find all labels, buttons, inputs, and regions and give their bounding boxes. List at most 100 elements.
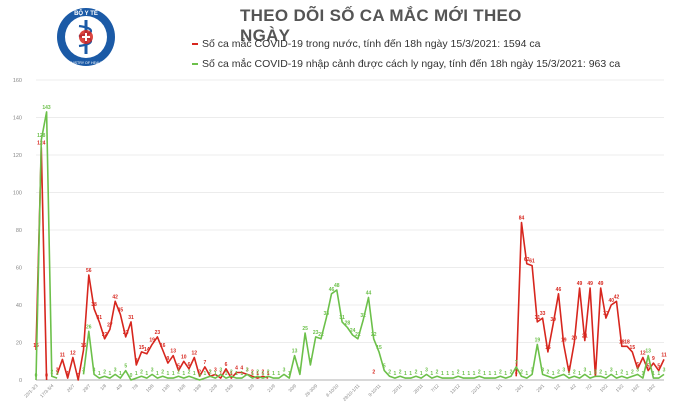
- domestic-data-label: 5: [647, 364, 650, 370]
- imported-data-label: 1: [135, 371, 138, 377]
- domestic-data-label: 21: [582, 334, 588, 340]
- imported-data-label: 13: [645, 349, 651, 355]
- imported-data-label: 1: [182, 371, 185, 377]
- domestic-data-label: 10: [181, 354, 187, 360]
- domestic-data-label: 3: [56, 367, 59, 373]
- x-tick-label: 10/2: [599, 383, 609, 393]
- x-tick-label: 1/2: [553, 383, 561, 391]
- imported-data-label: 2: [520, 369, 523, 375]
- domestic-data-label: 2: [198, 369, 201, 375]
- imported-data-label: 128: [37, 133, 46, 139]
- domestic-data-label: 3: [246, 367, 249, 373]
- imported-data-label: 1: [251, 371, 254, 377]
- imported-data-label: 1: [225, 371, 228, 377]
- imported-data-label: 1: [167, 371, 170, 377]
- domestic-data-label: 30: [550, 317, 556, 323]
- domestic-data-label: 1: [66, 371, 69, 377]
- domestic-data-label: 5: [657, 364, 660, 370]
- imported-data-label: 3: [283, 367, 286, 373]
- imported-data-label: 2: [267, 369, 270, 375]
- imported-data-label: 1: [488, 371, 491, 377]
- imported-data-label: 2: [478, 369, 481, 375]
- x-tick-label: 20/11: [391, 383, 403, 395]
- imported-data-label: 1: [56, 371, 59, 377]
- imported-data-label: 32: [360, 313, 366, 319]
- domestic-data-label: 16: [160, 343, 166, 349]
- imported-data-label: 22: [355, 332, 361, 338]
- imported-data-label: 2: [510, 369, 513, 375]
- x-tick-label: 25/8: [224, 383, 234, 393]
- domestic-data-label: 2: [251, 369, 254, 375]
- domestic-data-label: 1: [256, 371, 259, 377]
- domestic-data-label: 84: [519, 216, 525, 222]
- domestic-data-label: 6: [225, 362, 228, 368]
- legend-imported: Số ca mắc COVID-19 nhập cảnh được cách l…: [192, 58, 620, 70]
- x-tick-label: 1/1: [495, 383, 503, 391]
- domestic-data-label: 1: [267, 371, 270, 377]
- imported-data-label: 1: [240, 371, 243, 377]
- imported-data-label: 1: [578, 371, 581, 377]
- imported-data-label: 0: [198, 373, 201, 379]
- legend-domestic-label: Số ca mắc COVID-19 trong nước, tính đến …: [202, 38, 541, 50]
- domestic-data-label: 33: [603, 311, 609, 317]
- domestic-data-label: 4: [235, 366, 238, 372]
- y-tick-label: 40: [16, 303, 22, 309]
- imported-data-label: 1: [504, 371, 507, 377]
- logo-text-top: BỘ Y TẾ: [74, 9, 98, 17]
- domestic-data-label: 18: [619, 339, 625, 345]
- domestic-data-label: 33: [540, 311, 546, 317]
- imported-data-label: 1: [494, 371, 497, 377]
- domestic-data-label: 15: [545, 345, 551, 351]
- domestic-data-label: 31: [535, 315, 541, 321]
- imported-data-label: 2: [140, 369, 143, 375]
- x-tick-label: 4/8: [115, 383, 123, 391]
- imported-data-label: 48: [334, 283, 340, 289]
- imported-data-label: 1: [119, 371, 122, 377]
- imported-data-label: 3: [610, 367, 613, 373]
- domestic-data-label: 12: [192, 351, 198, 357]
- imported-data-label: 3: [531, 367, 534, 373]
- imported-data-label: 0: [35, 373, 38, 379]
- imported-data-label: 1: [193, 371, 196, 377]
- imported-data-label: 3: [562, 367, 565, 373]
- domestic-data-label: 13: [170, 349, 176, 355]
- imported-data-label: 3: [246, 367, 249, 373]
- domestic-data-label: 31: [97, 315, 103, 321]
- imported-data-label: 3: [583, 367, 586, 373]
- imported-data-label: 1: [452, 371, 455, 377]
- imported-data-label: 1: [277, 371, 280, 377]
- domestic-data-label: 15: [630, 345, 636, 351]
- imported-data-label: 3: [93, 367, 96, 373]
- x-tick-label: 26/1: [514, 383, 524, 393]
- x-tick-label: 21/9: [266, 383, 276, 393]
- imported-data-label: 1: [473, 371, 476, 377]
- imported-data-label: 1: [108, 371, 111, 377]
- legend-domestic: Số ca mắc COVID-19 trong nước, tính đến …: [192, 38, 540, 50]
- domestic-data-label: 12: [640, 351, 646, 357]
- imported-data-label: 1: [568, 371, 571, 377]
- domestic-data-label: 11: [60, 352, 66, 358]
- domestic-data-label: 14: [144, 347, 150, 353]
- imported-data-label: 2: [594, 369, 597, 375]
- imported-data-label: 1: [525, 371, 528, 377]
- imported-data-label: 2: [50, 369, 53, 375]
- imported-data-label: 3: [298, 367, 301, 373]
- imported-data-label: 1: [552, 371, 555, 377]
- domestic-data-label: 2: [515, 369, 518, 375]
- y-tick-label: 60: [16, 266, 22, 272]
- x-tick-label: 22/12: [470, 383, 482, 395]
- imported-data-label: 26: [86, 324, 92, 330]
- domestic-data-label: 11: [661, 352, 667, 358]
- domestic-data-label: 20: [572, 336, 578, 342]
- domestic-data-label: 61: [529, 259, 535, 265]
- domestic-data-label: 23: [155, 330, 161, 336]
- x-tick-label: 7/8: [131, 383, 139, 391]
- domestic-data-label: 22: [102, 332, 108, 338]
- domestic-data-label: 15: [139, 345, 145, 351]
- imported-data-label: 1: [235, 371, 238, 377]
- imported-data-label: 1: [156, 371, 159, 377]
- imported-data-label: 2: [209, 369, 212, 375]
- y-tick-label: 120: [13, 153, 22, 159]
- x-tick-label: 10/8: [145, 383, 155, 393]
